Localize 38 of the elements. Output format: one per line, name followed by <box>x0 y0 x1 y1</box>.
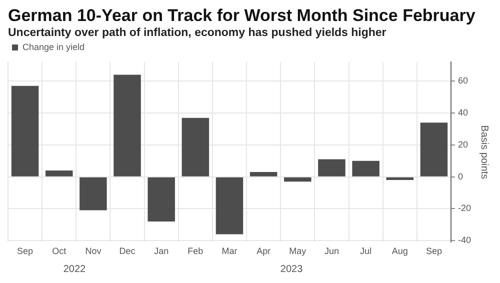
y-tick-label: 0 <box>458 171 464 182</box>
x-tick-label: Sep <box>426 246 442 256</box>
y-tick-label: -40 <box>458 235 472 246</box>
bar <box>284 177 312 182</box>
x-tick-label: Jul <box>360 246 372 256</box>
text: 2022 <box>63 264 86 275</box>
bar <box>420 122 448 176</box>
y-tick-label: 60 <box>458 76 468 86</box>
x-tick-label: Jun <box>324 246 339 256</box>
chart-title: German 10-Year on Track for Worst Month Since February <box>8 6 476 26</box>
x-tick-label: Sep <box>17 246 34 256</box>
bar <box>45 170 73 176</box>
y-tick-label: -20 <box>458 203 472 214</box>
x-tick-label: Jan <box>154 246 169 256</box>
legend-label: Change in yield <box>22 42 85 52</box>
bar <box>352 160 380 176</box>
x-tick-label: May <box>289 246 307 256</box>
chart-subtitle: Uncertainty over path of inflation, economy has pushed yields higher <box>8 27 388 39</box>
bar <box>11 86 39 176</box>
bar <box>216 177 244 234</box>
bar <box>182 118 210 176</box>
bar <box>250 172 278 176</box>
x-tick-label: Dec <box>119 246 136 256</box>
bar <box>114 74 141 176</box>
y-axis-title: Basis points <box>478 125 490 180</box>
y-tick-label: 40 <box>458 108 468 118</box>
x-tick-label: Mar <box>222 246 238 256</box>
x-tick-label: Aug <box>392 246 408 256</box>
bar <box>386 177 414 180</box>
y-tick-label: 20 <box>458 139 468 150</box>
x-tick-label: Nov <box>85 246 102 256</box>
text: 2023 <box>280 264 304 275</box>
x-tick-label: Oct <box>52 246 67 256</box>
bar <box>318 159 346 176</box>
x-tick-label: Feb <box>188 246 204 256</box>
x-tick-label: Apr <box>256 246 271 256</box>
bar <box>148 177 175 222</box>
bar <box>80 177 107 210</box>
